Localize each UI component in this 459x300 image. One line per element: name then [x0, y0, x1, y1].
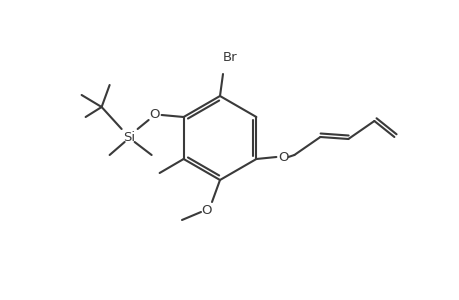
Text: O: O — [202, 203, 212, 217]
Text: Br: Br — [223, 51, 237, 64]
Text: O: O — [149, 107, 160, 121]
Text: O: O — [278, 151, 288, 164]
Text: Si: Si — [123, 130, 135, 143]
